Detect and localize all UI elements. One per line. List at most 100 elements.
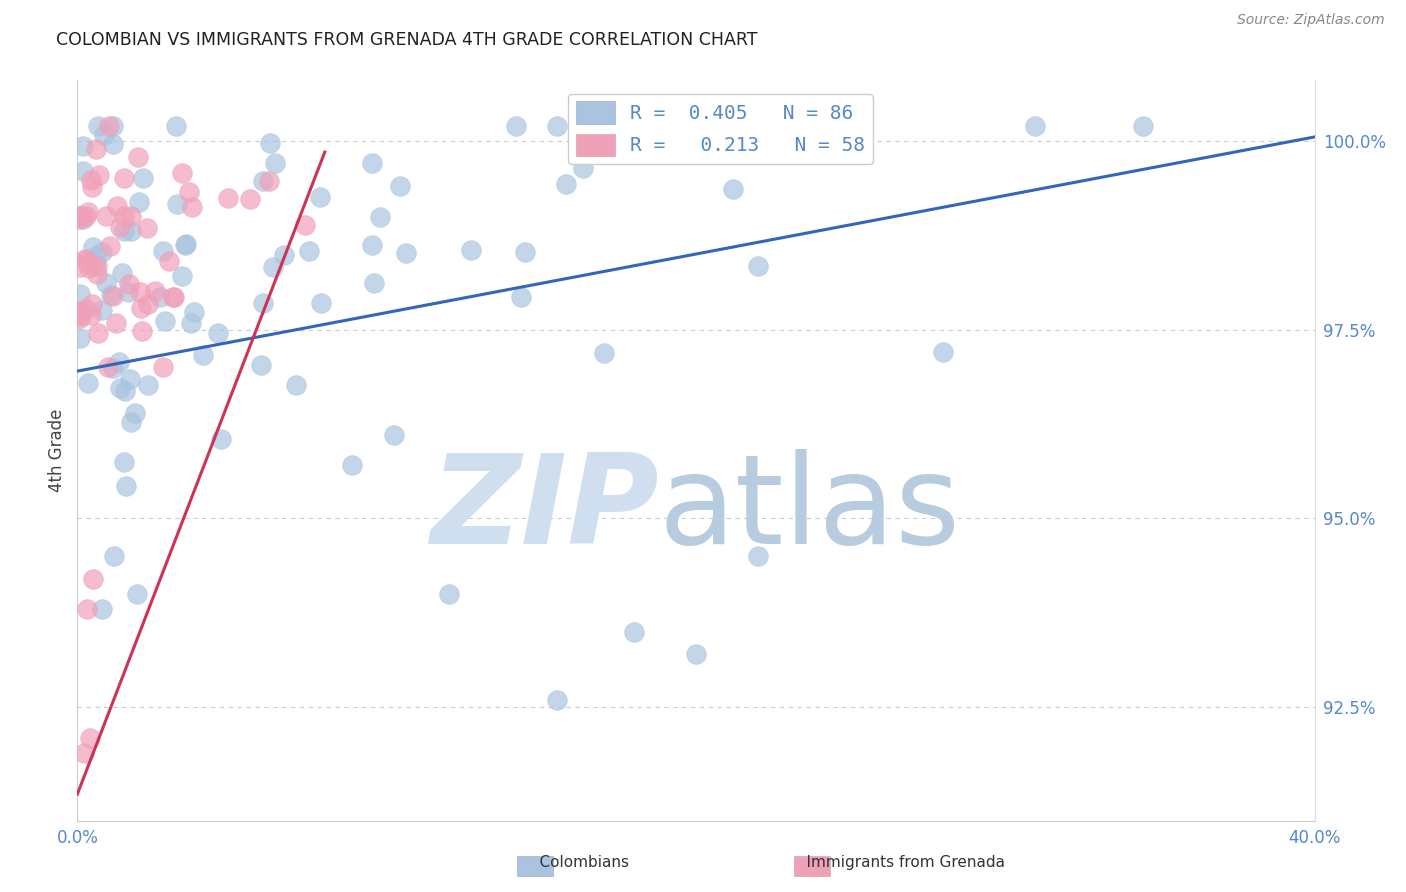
Point (368, 210, 391, 224)
Point (166, 197, 188, 211)
Point (82, 572, 104, 586)
Point (86, 119, 108, 133)
Point (180, 316, 202, 330)
Point (239, 192, 262, 206)
Point (437, 587, 460, 601)
Point (131, 301, 153, 316)
Point (136, 378, 159, 392)
Point (249, 358, 271, 372)
Point (101, 361, 124, 376)
Point (79, 308, 101, 322)
Point (593, 346, 616, 360)
Point (86, 267, 108, 281)
Point (152, 360, 174, 375)
Point (177, 186, 200, 200)
Point (115, 479, 138, 493)
Point (80, 173, 103, 187)
Point (101, 119, 124, 133)
Point (69, 309, 91, 323)
Text: ZIP: ZIP (430, 450, 659, 570)
Point (76, 301, 98, 316)
Point (128, 194, 150, 209)
Point (262, 260, 284, 274)
Point (149, 289, 172, 303)
Point (181, 200, 204, 214)
Point (162, 290, 184, 304)
Point (80, 180, 103, 194)
Point (285, 378, 308, 392)
Text: atlas: atlas (659, 450, 960, 570)
Point (86, 259, 108, 273)
Point (69, 311, 91, 326)
Point (209, 432, 232, 446)
Point (124, 406, 146, 420)
Point (170, 268, 193, 283)
Point (136, 297, 159, 311)
Point (165, 119, 187, 133)
Point (72, 164, 94, 178)
Point (103, 549, 125, 564)
Point (163, 291, 186, 305)
Point (294, 218, 316, 232)
Point (135, 221, 157, 235)
Point (159, 254, 181, 268)
Point (84, 257, 107, 271)
Point (309, 296, 332, 310)
Point (104, 316, 127, 330)
Point (395, 245, 418, 260)
Point (132, 170, 155, 185)
Point (257, 174, 280, 188)
Point (382, 428, 405, 442)
Point (69, 209, 91, 223)
Point (114, 384, 136, 398)
Point (360, 155, 382, 169)
Point (546, 692, 568, 706)
Point (546, 119, 568, 133)
Point (100, 239, 122, 253)
Point (96, 276, 118, 290)
Point (1024, 119, 1046, 133)
Point (73, 252, 96, 267)
Point (120, 224, 142, 238)
Point (91, 302, 114, 317)
Text: Immigrants from Grenada: Immigrants from Grenada (787, 855, 1005, 870)
Point (127, 587, 149, 601)
Point (91, 245, 114, 260)
Point (72, 212, 94, 227)
Point (69, 303, 91, 318)
Point (86, 326, 108, 341)
Point (129, 285, 152, 299)
Point (143, 284, 166, 298)
Legend: R =  0.405   N = 86, R =   0.213   N = 58: R = 0.405 N = 86, R = 0.213 N = 58 (568, 94, 873, 164)
Y-axis label: 4th Grade: 4th Grade (48, 409, 66, 492)
Text: Source: ZipAtlas.com: Source: ZipAtlas.com (1237, 13, 1385, 28)
Point (82, 240, 104, 254)
Point (747, 549, 769, 564)
Point (555, 177, 578, 191)
Point (112, 454, 135, 468)
Point (117, 285, 139, 300)
Point (170, 166, 193, 180)
Text: COLOMBIAN VS IMMIGRANTS FROM GRENADA 4TH GRADE CORRELATION CHART: COLOMBIAN VS IMMIGRANTS FROM GRENADA 4TH… (56, 31, 758, 49)
Point (76, 602, 98, 616)
Point (69, 307, 91, 321)
Point (112, 171, 135, 186)
Point (509, 290, 531, 304)
Point (572, 161, 595, 175)
Point (183, 305, 205, 319)
Point (131, 324, 153, 338)
Point (69, 209, 91, 223)
Point (77, 376, 100, 390)
Point (460, 243, 482, 257)
Point (82, 297, 104, 311)
Point (252, 296, 274, 310)
Text: Colombians: Colombians (520, 855, 630, 870)
Point (259, 136, 281, 150)
Point (1132, 119, 1154, 133)
Point (112, 224, 135, 238)
Point (97, 360, 120, 375)
Point (103, 136, 125, 151)
Point (513, 244, 536, 259)
Point (505, 119, 527, 133)
Point (108, 220, 131, 235)
